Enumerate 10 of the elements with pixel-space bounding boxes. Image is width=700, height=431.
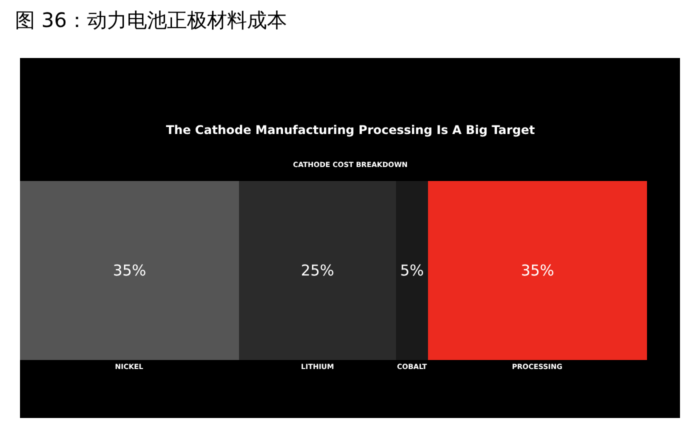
bar bbox=[396, 181, 428, 360]
data-label: 25% bbox=[300, 262, 334, 280]
chart-subtitle: The Cathode Manufacturing Processing Is A Big Target bbox=[166, 123, 536, 137]
bar bbox=[20, 181, 239, 360]
data-label: 35% bbox=[112, 262, 146, 280]
data-label: 5% bbox=[400, 262, 424, 280]
bar bbox=[428, 181, 647, 360]
data-label: 35% bbox=[520, 262, 554, 280]
bar bbox=[239, 181, 396, 360]
chart-title: 图 36：动力电池正极材料成本 bbox=[15, 8, 287, 32]
